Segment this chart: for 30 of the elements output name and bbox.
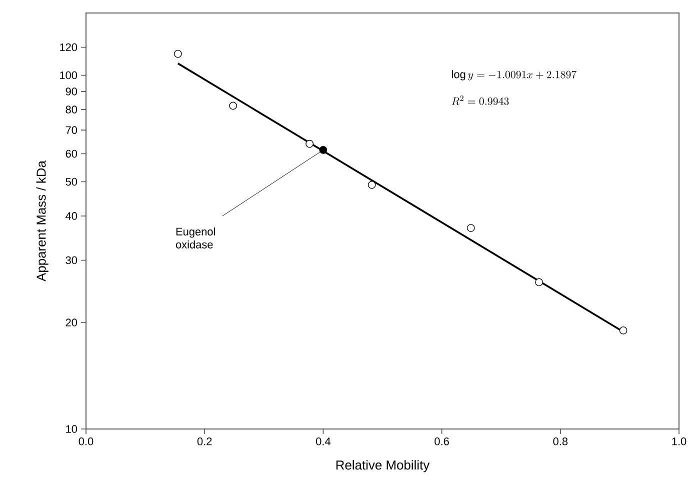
x-tick-label: 0.4	[316, 438, 330, 446]
y-tick-label: 70	[66, 126, 78, 134]
point	[229, 102, 238, 110]
x-tick-label: 0.8	[553, 438, 568, 446]
annotation: Eugenol oxidase	[176, 227, 215, 248]
y-tick-label: 30	[66, 256, 78, 264]
annotation: $R^{2} = 0.9943$	[452, 96, 509, 106]
x-tick-label: 0.2	[197, 438, 212, 446]
y-axis-title: Apparent Mass / kDa	[36, 160, 48, 282]
x-tick-label: 0.0	[78, 438, 94, 446]
y-tick-label: 90	[66, 88, 78, 96]
point	[535, 278, 544, 286]
point	[619, 326, 628, 334]
x-tick-label: 0.6	[434, 438, 449, 446]
x-tick-label: 1.0	[672, 438, 686, 446]
point	[306, 140, 314, 148]
annotation: $\log y = -1.0091x + 2.1897$	[452, 70, 576, 80]
x-axis-title: Relative Mobility	[336, 460, 430, 472]
point	[174, 50, 182, 58]
y-tick-label: 60	[66, 150, 78, 158]
point	[466, 224, 475, 232]
y-tick-label: 10	[66, 425, 78, 433]
y-tick-label: 50	[66, 178, 78, 186]
point	[368, 180, 376, 189]
y-tick-label: 100	[60, 71, 78, 80]
point	[319, 146, 328, 154]
y-tick-label: 40	[66, 212, 78, 220]
y-tick-label: 80	[66, 106, 78, 114]
y-tick-label: 120	[60, 43, 78, 52]
y-tick-label: 20	[66, 318, 78, 326]
